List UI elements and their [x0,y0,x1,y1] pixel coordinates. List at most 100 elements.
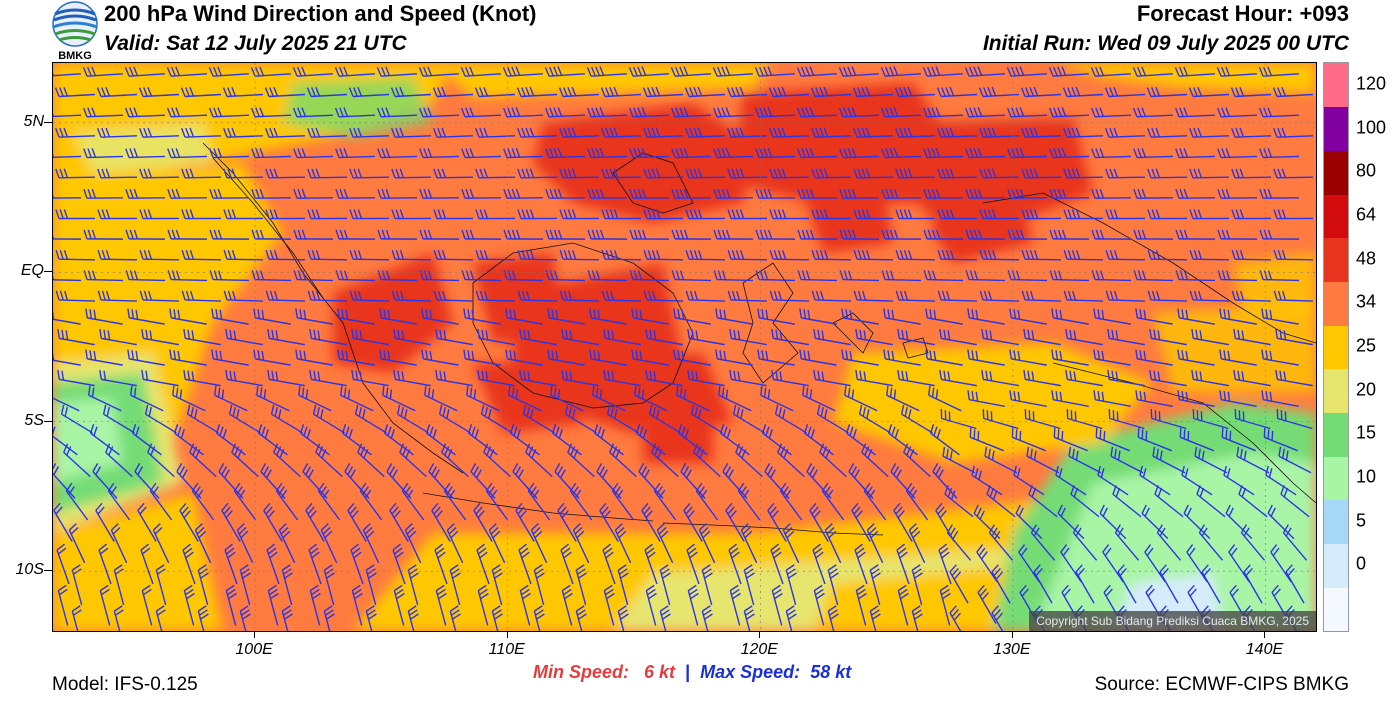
wind-barb [1261,308,1299,325]
wind-barb [869,605,881,631]
wind-barb [197,605,209,631]
wind-barb [1231,209,1272,220]
colorbar-segment [1324,412,1348,457]
wind-barb [1261,390,1299,407]
wind-barb [599,502,619,542]
wind-barb [1231,290,1272,302]
wind-barb [306,86,348,98]
wind-barb [895,209,936,220]
logo-text: BMKG [58,50,92,62]
wind-barb [82,66,124,77]
wind-barb [127,308,165,325]
wind-barb [979,209,1020,220]
wind-barb [183,584,195,626]
wind-barb [1072,524,1098,561]
wind-barb [404,523,422,564]
wind-barb [1147,290,1188,302]
wind-barb [522,404,555,434]
wind-barb [967,349,1005,366]
wind-barb [1053,427,1088,452]
wind-barb [1091,148,1132,159]
wind-barb [431,502,451,542]
wind-barb [603,584,615,626]
wind-barb [379,349,417,366]
wind-barb [155,564,167,606]
wind-barb [1263,427,1298,452]
wind-barb [1020,86,1062,98]
wind-barb [883,308,921,325]
wind-barb [267,584,279,626]
wind-barb [264,86,306,98]
wind-barb [838,66,880,77]
wind-barb [55,168,96,179]
wind-barb [181,127,222,138]
wind-barb [979,249,1020,261]
wind-barb [651,443,679,478]
wind-barb [53,426,78,456]
wind-barb [557,502,577,542]
wind-barb [391,249,432,261]
wind-barb [1093,390,1131,407]
wind-barb [433,249,474,261]
wind-barb [844,385,878,412]
wind-barb [295,349,333,366]
wind-barb [596,463,622,499]
wind-barb [505,308,543,325]
wind-barb [964,66,1006,77]
wind-barb [713,229,754,240]
wind-barb [905,482,929,521]
wind-barb [727,209,768,220]
wind-barb [911,605,923,631]
wind-barb [139,168,180,179]
wind-barb [292,107,334,118]
wind-barb [729,369,767,387]
wind-barb [1147,127,1188,138]
wind-barb [251,229,292,240]
wind-barb [1110,446,1144,474]
wind-barb [629,270,670,282]
wind-barb [925,349,963,366]
lon-tick [506,632,508,638]
wind-barb [434,543,448,585]
wind-barb [317,482,341,521]
wind-barb [491,564,503,606]
wind-barb [209,270,250,282]
wind-barb [1181,465,1213,496]
colorbar-label: 34 [1356,291,1377,312]
wind-barb [503,148,544,159]
wind-barb [505,349,543,366]
wind-barb [690,404,723,434]
wind-barb [569,482,593,521]
wind-barb [979,290,1020,302]
wind-barb [922,66,964,77]
wind-barb [502,107,544,118]
wind-barb [1177,308,1215,325]
wind-barb [344,463,370,499]
wind-barb [441,443,469,478]
wind-barb [517,168,558,179]
lon-tick [254,632,256,638]
colorbar-segment [1324,499,1348,545]
wind-barb [1189,127,1230,138]
lon-label: 140E [1245,641,1284,658]
wind-barb [614,523,632,564]
wind-barb [1015,504,1043,540]
lat-tick [44,121,52,123]
wind-barb [443,482,467,521]
wind-barb [937,290,978,302]
wind-barb [172,385,206,412]
wind-barb [1278,446,1312,474]
wind-barb [307,249,348,261]
wind-barb [1093,308,1131,325]
wind-barb [419,188,460,199]
wind-barb [881,188,922,199]
wind-barb [166,66,208,77]
wind-barb [671,188,712,199]
wind-barb [965,148,1006,159]
max-speed-value: 58 kt [810,662,852,682]
wind-barb [685,249,726,261]
wind-barb [602,543,616,585]
wind-barb [152,523,170,564]
wind-barb [461,148,502,159]
wind-barb [769,209,810,220]
